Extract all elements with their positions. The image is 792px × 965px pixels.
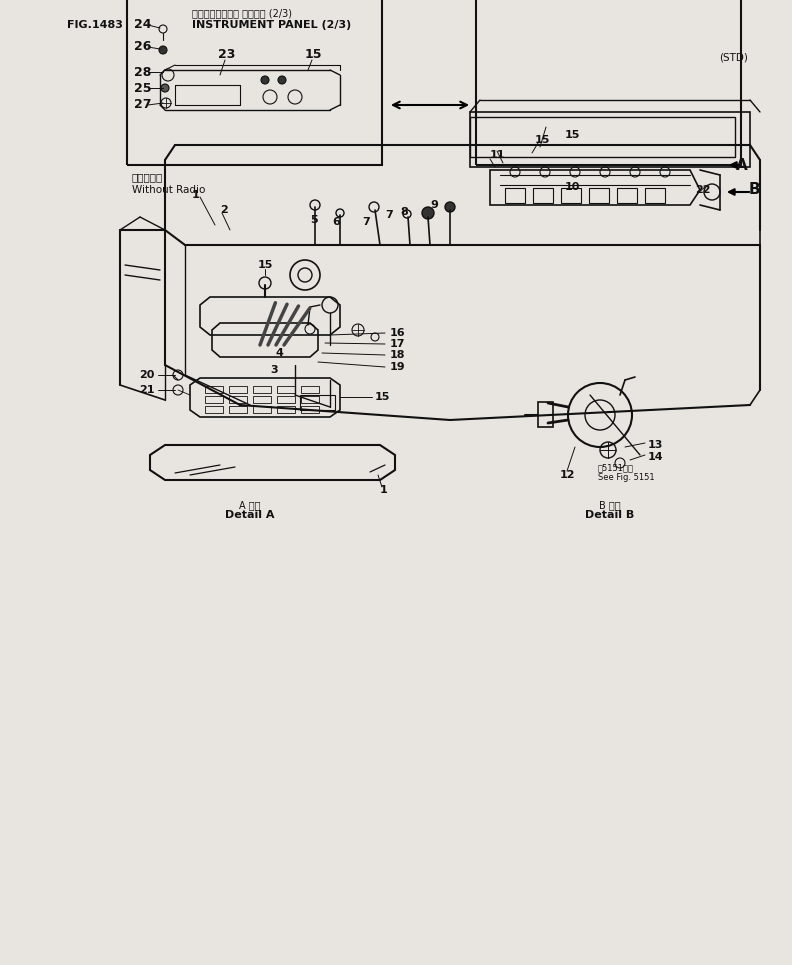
Bar <box>301 396 319 403</box>
Bar <box>229 396 247 403</box>
Bar <box>205 406 223 413</box>
Bar <box>617 188 637 203</box>
Text: FIG.1483: FIG.1483 <box>67 20 123 30</box>
Text: Detail A: Detail A <box>225 510 275 520</box>
Circle shape <box>159 46 167 54</box>
Text: 14: 14 <box>648 452 664 462</box>
Bar <box>277 406 295 413</box>
Text: 3: 3 <box>270 365 278 375</box>
Text: 7: 7 <box>362 217 370 227</box>
Bar <box>476 0 741 165</box>
Bar <box>645 188 665 203</box>
Text: B 詳細: B 詳細 <box>600 500 621 510</box>
Text: 27: 27 <box>134 98 151 112</box>
Text: 15: 15 <box>375 392 390 402</box>
Bar <box>253 406 271 413</box>
Text: 10: 10 <box>565 182 581 192</box>
Bar <box>589 188 609 203</box>
Text: See Fig. 5151: See Fig. 5151 <box>598 474 655 482</box>
Text: 23: 23 <box>218 48 235 62</box>
Bar <box>229 386 247 393</box>
Text: 1: 1 <box>380 485 388 495</box>
Circle shape <box>278 76 286 84</box>
Text: 7: 7 <box>385 210 393 220</box>
Text: 19: 19 <box>390 362 406 372</box>
Bar <box>127 0 382 165</box>
Text: 1: 1 <box>192 190 200 200</box>
Text: 囵5151参照: 囵5151参照 <box>598 463 634 473</box>
Bar <box>561 188 581 203</box>
Bar <box>277 396 295 403</box>
Bar <box>277 386 295 393</box>
Bar <box>301 386 319 393</box>
Text: 12: 12 <box>559 470 575 480</box>
Bar <box>301 406 319 413</box>
Text: B: B <box>748 182 760 198</box>
Bar <box>205 386 223 393</box>
Text: 28: 28 <box>134 66 151 78</box>
Circle shape <box>422 207 434 219</box>
Bar <box>253 386 271 393</box>
Text: INSTRUMENT PANEL (2/3): INSTRUMENT PANEL (2/3) <box>192 20 351 30</box>
Text: ラジオ無し: ラジオ無し <box>132 172 163 182</box>
Text: 15: 15 <box>257 260 272 270</box>
Text: 24: 24 <box>134 18 151 32</box>
Bar <box>470 117 735 157</box>
Text: 9: 9 <box>430 200 438 210</box>
Circle shape <box>261 76 269 84</box>
Text: 18: 18 <box>390 350 406 360</box>
Text: 16: 16 <box>390 328 406 338</box>
Text: A: A <box>736 157 748 173</box>
Bar <box>253 396 271 403</box>
Text: Without Radio: Without Radio <box>132 185 205 195</box>
Text: 6: 6 <box>332 217 340 227</box>
Bar <box>505 188 525 203</box>
Text: 13: 13 <box>648 440 664 450</box>
Text: 20: 20 <box>139 370 155 380</box>
Text: 15: 15 <box>305 48 322 62</box>
Text: 21: 21 <box>139 385 155 395</box>
Bar <box>300 395 335 410</box>
Bar <box>470 112 750 167</box>
Text: 17: 17 <box>390 339 406 349</box>
Text: 2: 2 <box>220 205 228 215</box>
Text: A 詳細: A 詳細 <box>239 500 261 510</box>
Text: インストルメント パネル (2/3): インストルメント パネル (2/3) <box>192 8 292 18</box>
Text: 8: 8 <box>400 207 408 217</box>
Bar <box>229 406 247 413</box>
Bar <box>533 188 553 203</box>
Text: 15: 15 <box>535 135 550 145</box>
Bar <box>538 402 553 427</box>
Text: 11: 11 <box>490 150 505 160</box>
Circle shape <box>445 202 455 212</box>
Bar <box>205 396 223 403</box>
Text: 25: 25 <box>134 81 151 95</box>
Text: 22: 22 <box>695 185 710 195</box>
Text: Detail B: Detail B <box>585 510 634 520</box>
Circle shape <box>161 84 169 92</box>
Text: 5: 5 <box>310 215 318 225</box>
Text: 4: 4 <box>275 348 283 358</box>
Text: 15: 15 <box>565 130 581 140</box>
Text: (STD): (STD) <box>719 52 748 62</box>
Text: 26: 26 <box>134 41 151 53</box>
